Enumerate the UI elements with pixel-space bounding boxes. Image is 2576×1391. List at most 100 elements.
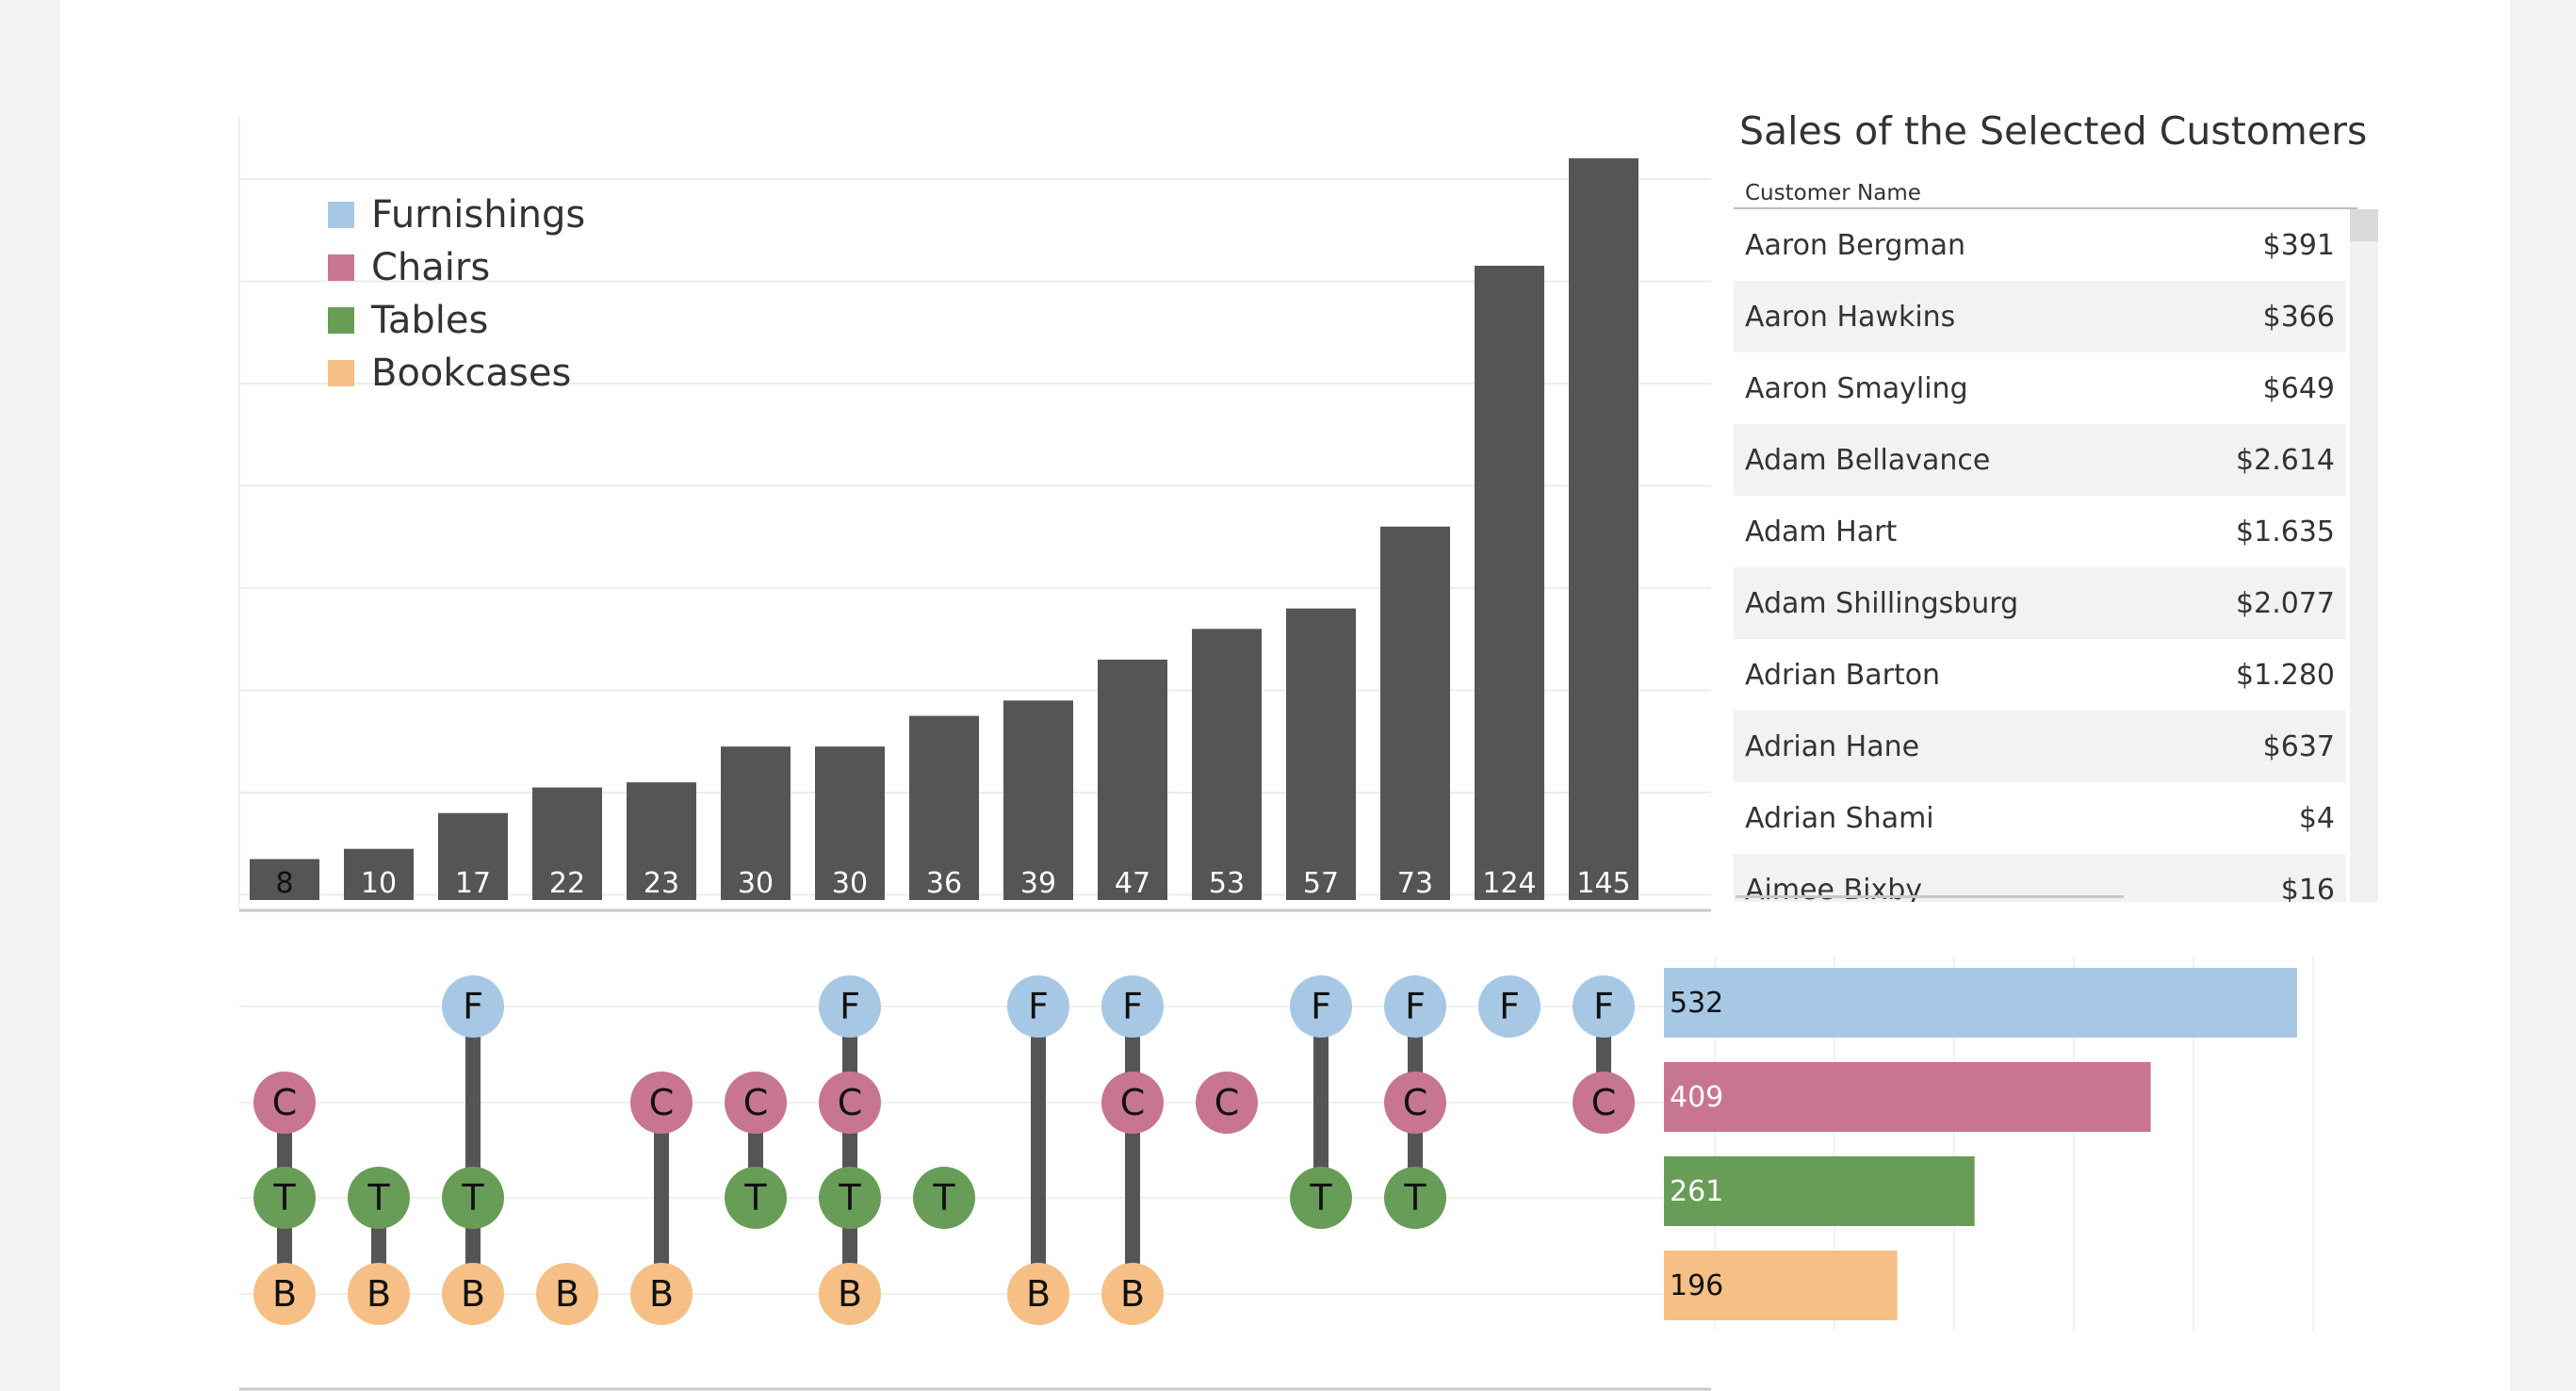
- sales-value: $1.635: [2236, 515, 2335, 548]
- scrollbar-thumb[interactable]: [2350, 209, 2378, 241]
- set-dot: [1007, 1263, 1069, 1325]
- set-dot-label: B: [367, 1273, 391, 1315]
- set-dot: [1478, 975, 1541, 1038]
- table-row[interactable]: Adrian Shami $4: [1734, 782, 2346, 854]
- sales-value: $391: [2262, 228, 2335, 262]
- set-size-label: 532: [1670, 987, 1723, 1020]
- count-bar: [438, 812, 508, 900]
- bar-value-label: 17: [455, 867, 491, 900]
- count-bar: [1003, 700, 1073, 900]
- legend-item-furnishings[interactable]: Furnishings: [328, 188, 585, 241]
- legend-item-tables[interactable]: Tables: [328, 294, 585, 347]
- set-dot: [1573, 1072, 1635, 1134]
- set-dot: [1101, 975, 1164, 1038]
- customer-name: Adrian Barton: [1745, 658, 1941, 692]
- legend-label: Tables: [371, 299, 489, 342]
- set-dot: [253, 1167, 316, 1229]
- set-dot-label: C: [838, 1082, 863, 1123]
- column-header-customer-name[interactable]: Customer Name: [1734, 179, 2357, 209]
- count-bar: [1192, 629, 1262, 900]
- set-dot-label: F: [1311, 986, 1331, 1027]
- set-dot: [1101, 1072, 1164, 1134]
- count-bar: [1475, 265, 1544, 900]
- set-dot: [253, 1072, 316, 1134]
- table-row[interactable]: Aaron Bergman $391: [1734, 209, 2346, 281]
- set-dot: [348, 1263, 410, 1325]
- set-dot: [348, 1167, 410, 1229]
- set-dot-label: T: [743, 1177, 767, 1219]
- count-bar: [344, 848, 414, 900]
- customer-name: Adam Bellavance: [1745, 443, 1991, 477]
- set-dot: [725, 1072, 787, 1134]
- set-dot-label: C: [649, 1082, 675, 1123]
- set-dot: [1290, 975, 1352, 1038]
- table-rows: Aaron Bergman $391 Aaron Hawkins $366 Aaron …: [1734, 209, 2378, 902]
- set-dot-label: C: [743, 1082, 769, 1123]
- table-row[interactable]: Adam Bellavance $2.614: [1734, 424, 2346, 496]
- set-dot: [819, 1263, 881, 1325]
- set-dot: [630, 1263, 693, 1325]
- set-dot-label: B: [1026, 1273, 1051, 1315]
- sales-value: $366: [2262, 300, 2335, 334]
- set-dot: [536, 1263, 598, 1325]
- sales-value: $649: [2262, 371, 2335, 405]
- table-row[interactable]: Aaron Smayling $649: [1734, 352, 2346, 424]
- bar-value-label: 47: [1115, 867, 1150, 900]
- set-dot-label: B: [555, 1273, 579, 1315]
- legend-item-chairs[interactable]: Chairs: [328, 241, 585, 294]
- count-bar: [721, 746, 791, 900]
- set-dot: [819, 1167, 881, 1229]
- set-dot-label: B: [649, 1273, 674, 1315]
- bar-value-label: 145: [1576, 867, 1630, 900]
- bar-value-label: 30: [832, 867, 868, 900]
- legend-label: Furnishings: [371, 193, 586, 237]
- set-dot-label: B: [461, 1273, 485, 1315]
- bar-value-label: 23: [644, 867, 679, 900]
- legend-label: Chairs: [371, 246, 491, 289]
- count-bar: [1286, 608, 1356, 900]
- bar-value-label: 57: [1303, 867, 1339, 900]
- customer-name: Adam Hart: [1745, 515, 1898, 548]
- bar-value-label: 30: [738, 867, 774, 900]
- set-dot-label: T: [838, 1177, 861, 1219]
- set-dot-label: F: [1405, 986, 1426, 1027]
- set-dot: [1384, 1072, 1446, 1134]
- table-row[interactable]: Adam Hart $1.635: [1734, 496, 2346, 567]
- set-dot-label: T: [272, 1177, 296, 1219]
- set-dot: [253, 1263, 316, 1325]
- count-bar: [627, 782, 696, 900]
- set-dot: [442, 975, 504, 1038]
- set-dot: [442, 1167, 504, 1229]
- table-row[interactable]: Adam Shillingsburg $2.077: [1734, 567, 2346, 639]
- horizontal-scrollbar[interactable]: [1736, 895, 2124, 898]
- set-size-bar: [1664, 1062, 2151, 1132]
- vertical-scrollbar[interactable]: [2350, 209, 2378, 902]
- sales-value: $2.077: [2236, 586, 2335, 620]
- legend-swatch: [328, 360, 354, 386]
- legend-label: Bookcases: [371, 352, 572, 395]
- count-bar: [909, 715, 979, 900]
- table-row[interactable]: Aaron Hawkins $366: [1734, 281, 2346, 352]
- count-bar: [815, 746, 885, 900]
- legend-item-bookcases[interactable]: Bookcases: [328, 347, 585, 400]
- upset-chart: 8 10 17 22 23 30 30 36 39 47 53 57 73 124 145 C T B T B F T B B…: [238, 118, 2314, 1391]
- bar-value-label: 124: [1482, 867, 1536, 900]
- bar-value-label: 10: [361, 867, 397, 900]
- table-row[interactable]: Adrian Hane $637: [1734, 711, 2346, 782]
- customer-name: Adrian Shami: [1745, 801, 1934, 835]
- set-dot-label: C: [1120, 1082, 1146, 1123]
- set-dot: [1196, 1072, 1258, 1134]
- sales-value: $1.280: [2236, 658, 2335, 692]
- set-dot: [725, 1167, 787, 1229]
- legend-swatch: [328, 254, 354, 281]
- legend: Furnishings Chairs Tables Bookcases: [328, 188, 585, 400]
- count-bar: [1569, 158, 1639, 900]
- table-row[interactable]: Adrian Barton $1.280: [1734, 639, 2346, 711]
- legend-swatch: [328, 202, 354, 228]
- set-dot: [1573, 975, 1635, 1038]
- set-dot: [1007, 975, 1069, 1038]
- table-row[interactable]: Aimee Bixby $16: [1734, 854, 2346, 902]
- count-bar: [1098, 659, 1167, 900]
- customer-name: Aaron Smayling: [1745, 371, 1968, 405]
- set-dot-label: T: [367, 1177, 390, 1219]
